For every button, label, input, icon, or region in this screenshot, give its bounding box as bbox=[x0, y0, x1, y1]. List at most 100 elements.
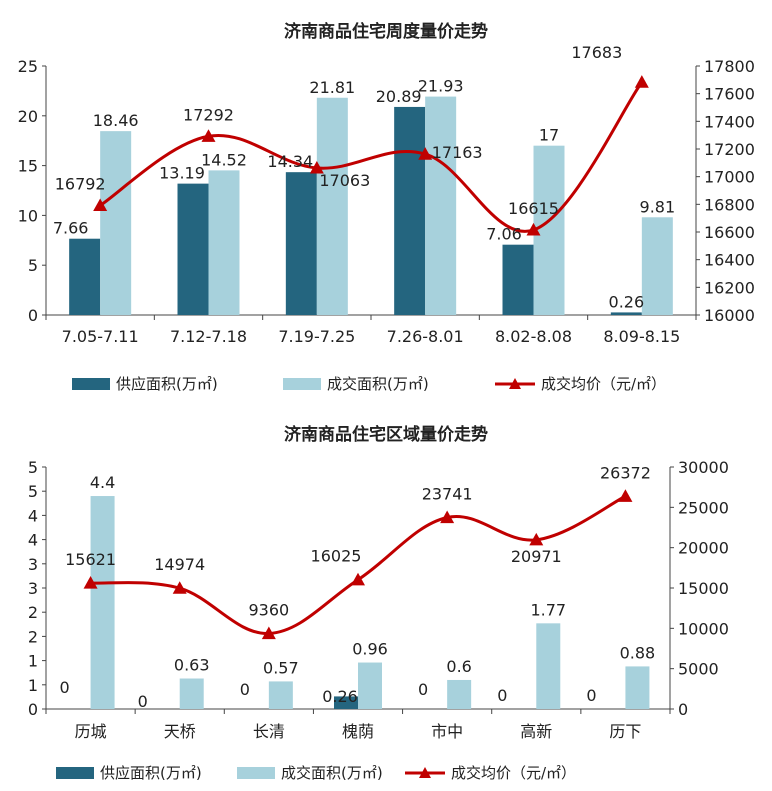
legend-label: 成交面积(万㎡) bbox=[327, 375, 429, 393]
deal-data-label: 21.93 bbox=[418, 77, 464, 96]
left-tick-label: 5 bbox=[28, 458, 38, 477]
supply-data-label: 20.89 bbox=[376, 87, 422, 106]
left-tick-label: 0 bbox=[28, 700, 38, 719]
deal-bar bbox=[536, 623, 561, 709]
deal-data-label: 14.52 bbox=[201, 150, 247, 169]
supply-data-label: 0 bbox=[418, 680, 428, 699]
supply-data-label: 0 bbox=[240, 680, 250, 699]
left-tick-label: 4 bbox=[28, 506, 38, 525]
category-label: 槐荫 bbox=[342, 722, 374, 741]
price-data-label: 17683 bbox=[571, 43, 622, 62]
right-tick-label: 17200 bbox=[704, 140, 755, 159]
right-tick-label: 25000 bbox=[678, 498, 729, 517]
legend-label: 供应面积(万㎡) bbox=[116, 375, 218, 393]
deal-data-label: 0.88 bbox=[620, 643, 656, 662]
right-tick-label: 16400 bbox=[704, 251, 755, 270]
left-tick-label: 3 bbox=[28, 555, 38, 574]
right-tick-label: 17800 bbox=[704, 57, 755, 76]
price-marker bbox=[172, 581, 187, 594]
deal-bar bbox=[208, 170, 240, 315]
left-tick-label: 25 bbox=[18, 57, 38, 76]
right-tick-label: 16800 bbox=[704, 195, 755, 214]
deal-bar bbox=[316, 97, 348, 315]
legend-label: 成交面积(万㎡) bbox=[281, 764, 383, 782]
left-tick-label: 15 bbox=[18, 157, 38, 176]
deal-data-label: 0.63 bbox=[174, 656, 210, 675]
price-marker bbox=[201, 129, 216, 142]
supply-data-label: 0 bbox=[497, 686, 507, 705]
price-data-label: 16615 bbox=[508, 199, 559, 218]
category-label: 历城 bbox=[75, 722, 107, 741]
price-marker bbox=[93, 198, 108, 212]
legend-bar-swatch bbox=[56, 767, 94, 779]
deal-bar bbox=[179, 678, 204, 709]
deal-data-label: 21.81 bbox=[309, 78, 355, 97]
supply-bar bbox=[285, 172, 317, 315]
price-marker bbox=[526, 222, 541, 236]
price-data-label: 16792 bbox=[55, 174, 106, 193]
price-data-label: 16025 bbox=[311, 547, 362, 566]
deal-bar bbox=[425, 96, 457, 315]
weekly-chart: 济南商品住宅周度量价走势 0 5 10 15 20 25 16000 16200 16400 166… bbox=[18, 21, 755, 393]
right-tick-label: 10000 bbox=[678, 619, 729, 638]
right-tick-label: 17600 bbox=[704, 85, 755, 104]
deal-bar bbox=[447, 679, 472, 709]
deal-bar bbox=[90, 496, 115, 709]
deal-bar bbox=[533, 145, 565, 315]
deal-bar bbox=[268, 681, 293, 709]
category-label: 历下 bbox=[609, 722, 641, 741]
right-tick-label: 5000 bbox=[678, 660, 719, 679]
supply-bar bbox=[177, 183, 209, 315]
price-data-label: 14974 bbox=[154, 555, 205, 574]
supply-data-label: 0.26 bbox=[322, 687, 358, 706]
left-tick-label: 3 bbox=[28, 579, 38, 598]
right-tick-label: 17400 bbox=[704, 112, 755, 131]
deal-data-label: 9.81 bbox=[640, 197, 676, 216]
deal-bar bbox=[641, 217, 673, 315]
category-label: 长清 bbox=[253, 722, 285, 741]
deal-data-label: 4.4 bbox=[90, 473, 115, 492]
right-tick-label: 20000 bbox=[678, 539, 729, 558]
deal-bar bbox=[625, 666, 650, 709]
left-tick-label: 20 bbox=[18, 107, 38, 126]
supply-bar bbox=[502, 244, 534, 315]
category-label: 8.02-8.08 bbox=[495, 327, 572, 346]
legend-line-marker bbox=[419, 767, 431, 778]
deal-data-label: 1.77 bbox=[530, 600, 566, 619]
left-tick-label: 1 bbox=[28, 652, 38, 671]
legend-label: 成交均价（元/㎡） bbox=[541, 375, 666, 393]
price-marker bbox=[618, 489, 633, 502]
price-data-label: 23741 bbox=[422, 484, 473, 503]
price-marker bbox=[83, 575, 98, 589]
legend-line-marker bbox=[509, 378, 521, 389]
legend-label: 供应面积(万㎡) bbox=[100, 764, 202, 782]
left-tick-label: 2 bbox=[28, 627, 38, 646]
price-marker bbox=[529, 532, 544, 546]
right-tick-label: 16200 bbox=[704, 278, 755, 297]
supply-data-label: 7.66 bbox=[53, 219, 89, 238]
price-data-label: 17292 bbox=[183, 105, 234, 124]
category-label: 市中 bbox=[431, 722, 463, 741]
right-tick-label: 0 bbox=[678, 700, 688, 719]
right-tick-label: 17000 bbox=[704, 168, 755, 187]
legend-label: 成交均价（元/㎡） bbox=[451, 764, 576, 782]
legend-bar-swatch bbox=[237, 767, 275, 779]
price-data-label: 26372 bbox=[600, 463, 651, 482]
category-label: 7.19-7.25 bbox=[278, 327, 355, 346]
supply-data-label: 13.19 bbox=[159, 164, 205, 183]
left-tick-label: 10 bbox=[18, 206, 38, 225]
category-label: 天桥 bbox=[164, 722, 196, 741]
left-tick-label: 5 bbox=[28, 256, 38, 275]
district-chart: 济南商品住宅区域量价走势 0 1 1 2 2 3 3 4 4 5 5 0 5000 10000 15000 20… bbox=[28, 424, 729, 782]
deal-data-label: 17 bbox=[539, 126, 559, 145]
price-marker bbox=[261, 626, 276, 640]
left-tick-label: 4 bbox=[28, 531, 38, 550]
deal-bar bbox=[100, 131, 132, 315]
deal-bar bbox=[358, 662, 382, 709]
category-label: 7.26-8.01 bbox=[387, 327, 464, 346]
left-tick-label: 0 bbox=[28, 306, 38, 325]
price-data-label: 17063 bbox=[319, 171, 370, 190]
category-label: 7.05-7.11 bbox=[62, 327, 139, 346]
legend-bar-swatch bbox=[72, 378, 110, 390]
